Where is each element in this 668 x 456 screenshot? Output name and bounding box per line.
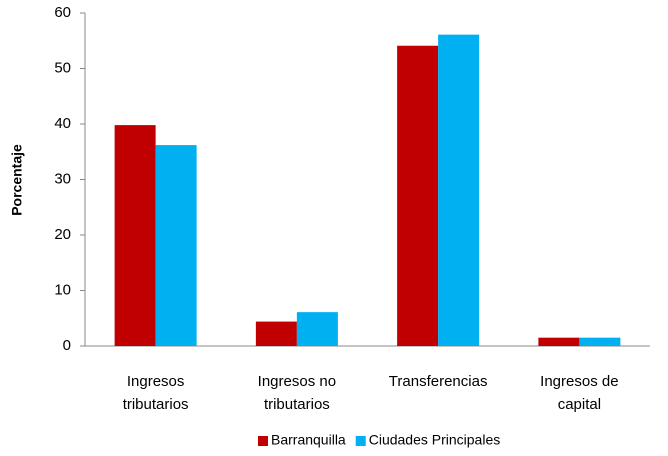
x-tick-label: Ingresos no tributarios	[257, 373, 337, 413]
bar	[114, 125, 156, 346]
legend-label: Barranquilla	[271, 432, 346, 448]
x-tick-label: Ingresos tributarios	[122, 373, 189, 413]
y-axis-label: Porcentaje	[9, 144, 25, 216]
x-tick-label-box: Ingresos no tributarios	[257, 373, 337, 413]
bar	[438, 34, 480, 347]
y-tick-label: 60	[54, 4, 71, 21]
legend-swatch	[355, 436, 366, 446]
bar	[538, 337, 580, 346]
x-tick-label: Transferencias	[388, 373, 488, 390]
bar	[296, 312, 338, 346]
y-tick-label: 10	[54, 281, 71, 298]
legend-swatch	[258, 436, 268, 446]
y-tick-label: 20	[54, 226, 71, 243]
y-tick-label: 40	[54, 115, 71, 132]
legend-label: Ciudades Principales	[369, 432, 501, 448]
x-tick-label: Ingresos de capital	[540, 373, 619, 413]
y-tick-label: 50	[54, 59, 71, 76]
bar	[155, 145, 197, 346]
y-tick-label: 0	[63, 337, 71, 354]
y-tick-label: 30	[54, 170, 71, 187]
x-tick-label-box: Ingresos tributarios	[122, 373, 189, 413]
x-tick-label-box: Transferencias	[388, 373, 488, 390]
bar	[397, 45, 439, 347]
bar	[255, 321, 297, 346]
bar	[579, 337, 621, 346]
x-tick-label-box: Ingresos de capital	[540, 373, 619, 413]
